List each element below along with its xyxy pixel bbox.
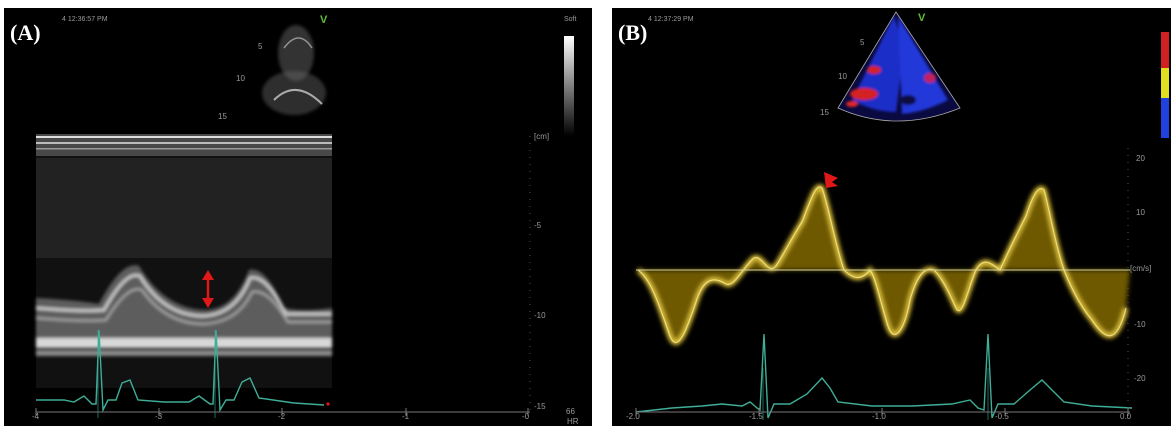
ecg-trace-a [36,329,325,413]
depth-unit: [cm] [534,132,550,141]
peak-velocity-marker [824,172,838,188]
panel-b-tissue-doppler: (B) 4 12:37:29 PM V 5 10 15 20 10 [cm/s]… [612,8,1171,426]
sector-depth-tick: 5 [258,42,263,51]
depth-tick: -10 [534,311,546,320]
measurement-arrow [202,270,214,308]
depth-tick: -5 [534,221,542,230]
time-tick: -4 [32,412,40,421]
time-tick-b: -1.5 [749,412,763,421]
heart-rate-label: HR [567,417,579,426]
time-tick: -2 [278,412,286,421]
color-sector-thumbnail [837,11,961,122]
v-marker-b: V [918,12,926,24]
sector-depth-tick: 10 [236,74,245,83]
time-tick-b: -2.0 [626,412,640,421]
time-tick: -0 [522,412,530,421]
velocity-tick: -20 [1134,374,1146,383]
mmode-image [35,134,332,388]
soft-label: Soft [564,16,577,23]
velocity-tick: 20 [1136,154,1145,163]
panel-b-graphics [635,11,1169,420]
greyscale-bar [564,36,574,136]
time-tick: -3 [155,412,163,421]
tissue-doppler-spectrum [636,184,1130,345]
time-tick-b: -1.0 [872,412,886,421]
velocity-unit: [cm/s] [1130,264,1152,273]
sector-depth-tick: 5 [860,38,865,47]
panel-a-mmode: (A) 4 12:36:57 PM Soft V 5 10 15 [cm] -5… [4,8,592,426]
sector-thumbnail-a [254,20,339,126]
heart-rate-value: 66 [566,407,575,416]
v-marker-a: V [320,14,328,26]
time-tick-b: -0.5 [995,412,1009,421]
velocity-color-bar [1161,32,1169,138]
timestamp-b: 4 12:37:29 PM [648,16,694,23]
velocity-tick: -10 [1134,320,1146,329]
sector-depth-tick: 10 [838,72,847,81]
panel-a-graphics [35,20,574,418]
time-tick-b: 0.0 [1120,412,1132,421]
depth-tick: -15 [534,402,546,411]
velocity-tick: 10 [1136,208,1145,217]
panel-label-b: (B) [618,20,648,45]
ecg-trace-b [635,333,1133,419]
timestamp-a: 4 12:36:57 PM [62,16,108,23]
sector-depth-tick: 15 [218,112,227,121]
panel-label-a: (A) [10,20,41,45]
sector-depth-tick: 15 [820,108,829,117]
time-tick: -1 [402,412,410,421]
